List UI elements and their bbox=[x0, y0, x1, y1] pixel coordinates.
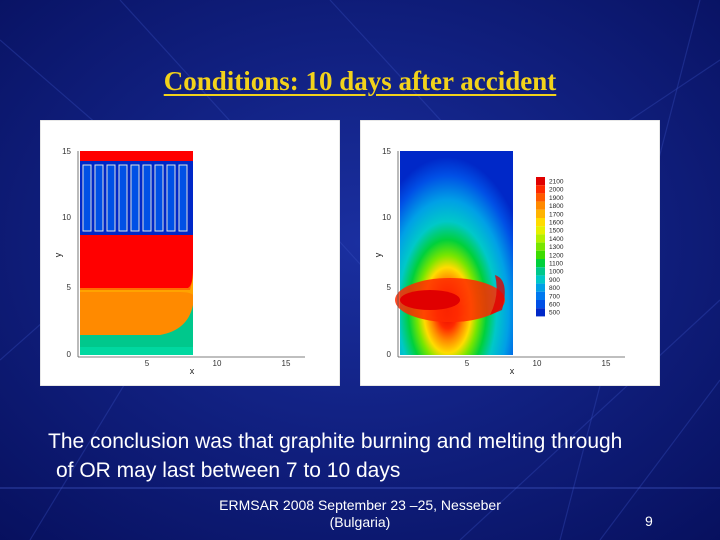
legend-swatch bbox=[536, 177, 545, 186]
right-contour-plot: 15 10 5 0 5 10 15 x y 210020001900180017… bbox=[360, 120, 660, 386]
legend-label: 1700 bbox=[549, 211, 564, 218]
x-tick-5: 5 bbox=[145, 359, 150, 368]
conclusion-line-1: The conclusion was that graphite burning… bbox=[48, 430, 623, 453]
legend-swatch bbox=[536, 226, 545, 235]
y-tick-15: 15 bbox=[62, 147, 71, 156]
legend-swatch bbox=[536, 209, 545, 218]
y-tick-10: 10 bbox=[382, 213, 391, 222]
legend-label: 1900 bbox=[549, 195, 564, 202]
legend-label: 2100 bbox=[549, 179, 564, 186]
y-tick-5: 5 bbox=[67, 283, 72, 292]
legend-swatch bbox=[536, 300, 545, 309]
x-tick-15: 15 bbox=[282, 359, 291, 368]
x-tick-10: 10 bbox=[213, 359, 222, 368]
legend-label: 1300 bbox=[549, 244, 564, 251]
slide-title: Conditions: 10 days after accident bbox=[163, 66, 557, 96]
left-plot-field bbox=[80, 151, 193, 355]
y-tick-5: 5 bbox=[387, 283, 392, 292]
legend-swatch bbox=[536, 259, 545, 268]
legend-swatch bbox=[536, 242, 545, 251]
x-axis-label: x bbox=[190, 366, 195, 376]
legend-label: 900 bbox=[549, 277, 560, 284]
legend-label: 1100 bbox=[549, 261, 563, 268]
y-axis-label: y bbox=[53, 252, 63, 257]
left-contour-plot: 15 10 5 0 5 10 15 x y bbox=[40, 120, 340, 386]
legend-swatch bbox=[536, 291, 545, 300]
page-number: 9 bbox=[645, 513, 653, 529]
legend-label: 1000 bbox=[549, 269, 564, 276]
y-axis-label: y bbox=[373, 252, 383, 257]
legend-swatch bbox=[536, 250, 545, 259]
x-axis-label: x bbox=[510, 366, 515, 376]
legend-swatch bbox=[536, 193, 545, 202]
legend-label: 1600 bbox=[549, 220, 564, 227]
y-tick-15: 15 bbox=[382, 147, 391, 156]
footer-line-1: ERMSAR 2008 September 23 –25, Nesseber bbox=[219, 497, 501, 513]
y-tick-0: 0 bbox=[67, 350, 72, 359]
x-tick-10: 10 bbox=[533, 359, 542, 368]
legend-swatch bbox=[536, 218, 545, 227]
legend-label: 600 bbox=[549, 302, 560, 309]
footer-text: ERMSAR 2008 September 23 –25, Nesseber (… bbox=[200, 497, 520, 531]
legend-swatch bbox=[536, 185, 545, 194]
legend-label: 1800 bbox=[549, 203, 564, 210]
legend-swatch bbox=[536, 283, 545, 292]
right-plot-field bbox=[395, 151, 513, 355]
conclusion-line-2: of OR may last between 7 to 10 days bbox=[56, 459, 401, 482]
y-tick-10: 10 bbox=[62, 213, 71, 222]
footer-line-2: (Bulgaria) bbox=[329, 514, 391, 530]
legend-label: 1400 bbox=[549, 236, 564, 243]
legend-label: 700 bbox=[549, 293, 560, 300]
legend-swatch bbox=[536, 201, 545, 210]
legend-label: 500 bbox=[549, 310, 560, 317]
legend-swatch bbox=[536, 308, 545, 317]
legend-label: 800 bbox=[549, 285, 560, 292]
legend-label: 2000 bbox=[549, 187, 564, 194]
conclusion-text: The conclusion was that graphite burning… bbox=[48, 427, 718, 485]
legend-swatch bbox=[536, 234, 545, 243]
y-tick-0: 0 bbox=[387, 350, 392, 359]
x-tick-5: 5 bbox=[465, 359, 470, 368]
legend-swatch bbox=[536, 275, 545, 284]
x-tick-15: 15 bbox=[602, 359, 611, 368]
legend-label: 1200 bbox=[549, 252, 564, 259]
legend-label: 1500 bbox=[549, 228, 564, 235]
legend-swatch bbox=[536, 267, 545, 276]
